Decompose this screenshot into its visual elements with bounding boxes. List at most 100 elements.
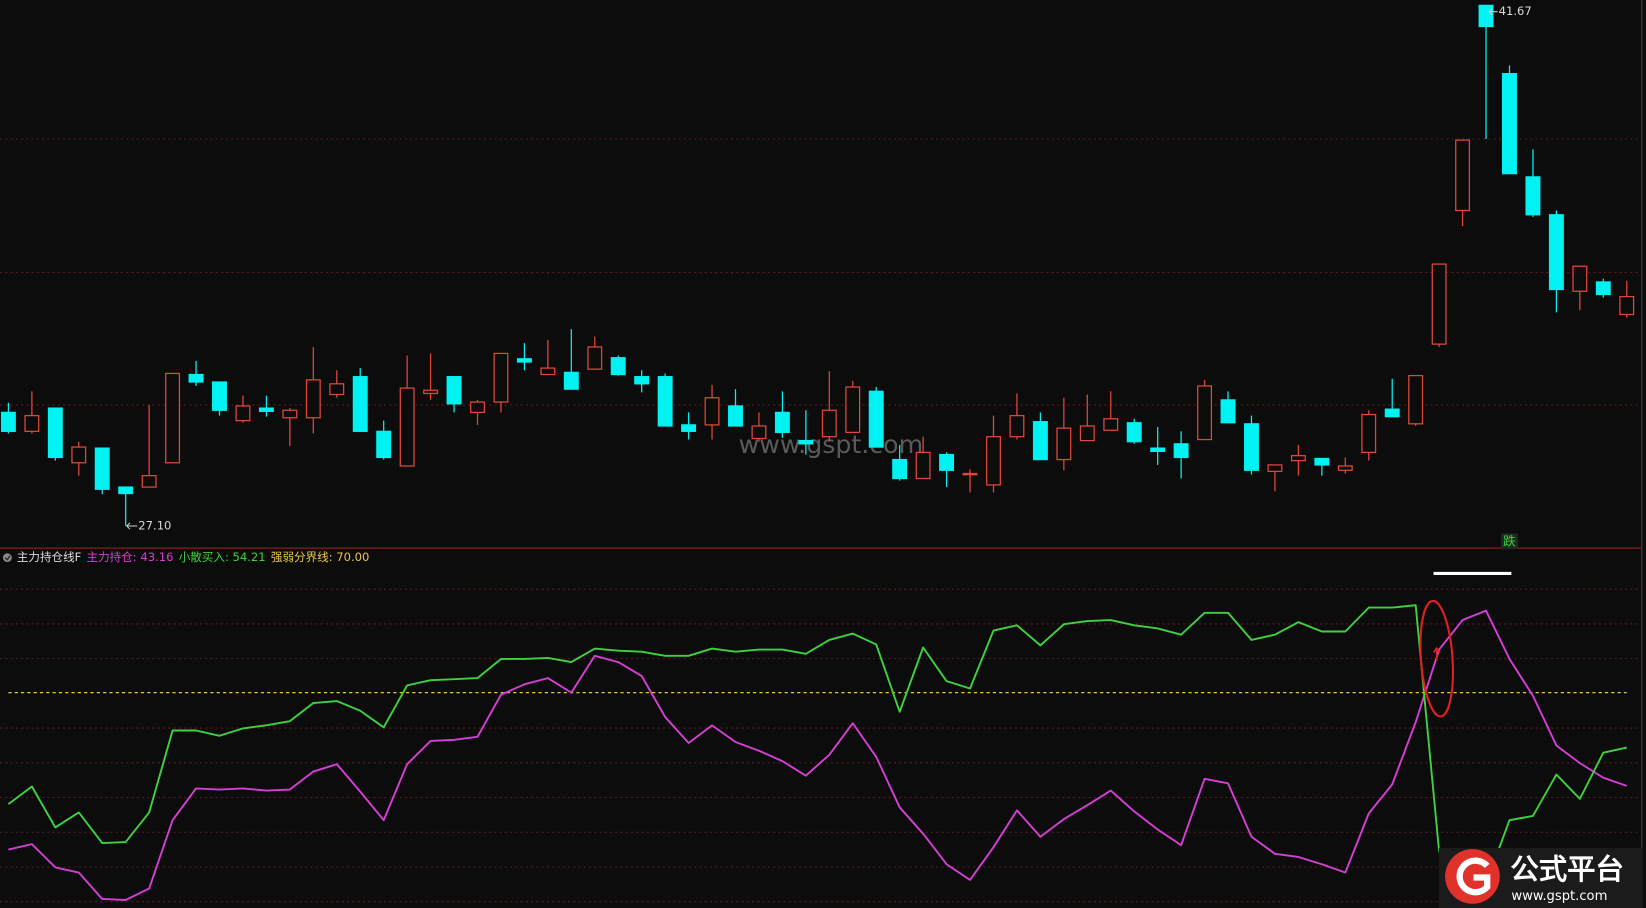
logo-icon bbox=[1445, 849, 1500, 904]
logo-title: 公式平台 bbox=[1510, 853, 1624, 886]
legend-icon-check bbox=[4, 555, 11, 561]
candles bbox=[0, 4, 1635, 527]
annotation bbox=[1419, 571, 1512, 718]
candle-body bbox=[1244, 423, 1259, 471]
candle-body bbox=[1431, 263, 1447, 345]
candle-body bbox=[892, 458, 908, 480]
candle-body bbox=[1595, 281, 1611, 296]
highlight-ellipse bbox=[1419, 599, 1454, 718]
candle-body bbox=[0, 411, 16, 432]
candle-body bbox=[47, 407, 63, 459]
candle-body bbox=[1150, 447, 1166, 452]
candle-body bbox=[1548, 214, 1564, 291]
candle-body bbox=[118, 486, 134, 495]
candle-body bbox=[563, 371, 579, 390]
candle-body bbox=[704, 397, 720, 426]
candle-body bbox=[258, 407, 274, 412]
candle-body bbox=[71, 446, 87, 464]
indicator-line bbox=[7, 604, 1627, 896]
candle-body bbox=[1525, 176, 1541, 216]
signal-label: 跌 bbox=[1503, 533, 1516, 548]
candle-body bbox=[1619, 295, 1635, 316]
candle-body bbox=[235, 405, 251, 422]
candle-body bbox=[939, 453, 955, 471]
candle-body bbox=[1032, 421, 1048, 461]
candle-body bbox=[634, 376, 650, 385]
candle-body bbox=[1290, 454, 1306, 462]
candle-body bbox=[1103, 418, 1119, 431]
candle-body bbox=[610, 357, 626, 376]
candle-body bbox=[1478, 4, 1494, 28]
candle-body bbox=[1126, 422, 1142, 443]
candle-body bbox=[24, 414, 40, 432]
candle-body bbox=[962, 472, 978, 476]
candle-body bbox=[1337, 465, 1353, 471]
candle-body bbox=[329, 383, 345, 396]
candle-body bbox=[1079, 425, 1095, 442]
candle-body bbox=[352, 376, 368, 432]
candle-body bbox=[1384, 408, 1400, 418]
candle-body bbox=[986, 436, 1001, 486]
candle-body bbox=[1173, 443, 1189, 459]
candle-body bbox=[1056, 427, 1072, 461]
candle-body bbox=[1197, 385, 1213, 441]
indicator-title: 主力持仓线F bbox=[17, 550, 81, 564]
candle-body bbox=[657, 376, 673, 427]
logo-url: www.gspt.com bbox=[1511, 889, 1607, 904]
candle-body bbox=[1502, 72, 1517, 175]
candle-body bbox=[399, 387, 415, 467]
candle-body bbox=[587, 346, 603, 370]
legend-entry: 小散买入: 54.21 bbox=[179, 550, 266, 564]
logo-mark bbox=[1456, 857, 1491, 896]
candle-body bbox=[1009, 414, 1025, 438]
label-arrow bbox=[1488, 8, 1498, 16]
signal-box bbox=[1501, 533, 1518, 550]
min-price-label: 27.10 bbox=[138, 519, 171, 533]
legend-entry: 强弱分界线: 70.00 bbox=[271, 550, 369, 564]
candle-body bbox=[423, 389, 439, 395]
candle-body bbox=[751, 425, 767, 440]
candle-body bbox=[845, 386, 861, 434]
candle-body bbox=[282, 409, 298, 419]
candle-body bbox=[1314, 457, 1330, 466]
candle-body bbox=[1572, 265, 1588, 292]
candle-body bbox=[1408, 374, 1424, 425]
max-price-label: 41.67 bbox=[1499, 4, 1532, 18]
candle-body bbox=[212, 381, 227, 411]
candle-body bbox=[821, 409, 837, 438]
candle-body bbox=[165, 372, 181, 464]
candle-body bbox=[493, 352, 509, 403]
label-arrow bbox=[126, 522, 138, 530]
indicator-legend: 主力持仓线F 主力持仓: 43.16 小散买入: 54.21 强弱分界线: 70.00 bbox=[2, 550, 369, 564]
candle-body bbox=[1267, 464, 1283, 472]
candle-body bbox=[798, 439, 814, 445]
candle-body bbox=[915, 451, 931, 480]
candle-body bbox=[540, 367, 556, 376]
candle-body bbox=[868, 390, 884, 448]
candle-body bbox=[1455, 139, 1471, 212]
indicator-line bbox=[8, 609, 1628, 901]
highlight-arrow bbox=[1432, 646, 1441, 661]
indicator-lines bbox=[7, 604, 1628, 901]
candle-body bbox=[1361, 413, 1377, 454]
candle-body bbox=[470, 401, 485, 414]
logo: 公式平台 www.gspt.com bbox=[1438, 848, 1643, 908]
candle-body bbox=[376, 430, 392, 459]
candle-body bbox=[305, 379, 321, 419]
legend-entry: 主力持仓: 43.16 bbox=[87, 550, 174, 564]
candle-body bbox=[446, 376, 462, 405]
candle-body bbox=[728, 405, 743, 427]
legend-icon bbox=[2, 553, 12, 563]
price-labels: 41.67 27.10 跌 bbox=[126, 4, 1532, 550]
candle-body bbox=[1220, 399, 1236, 424]
candle-body bbox=[681, 424, 697, 432]
candle-body bbox=[774, 411, 790, 434]
candle-body bbox=[516, 358, 532, 363]
candle-body bbox=[94, 447, 110, 490]
candle-body bbox=[188, 373, 204, 383]
candle-body bbox=[141, 475, 157, 488]
